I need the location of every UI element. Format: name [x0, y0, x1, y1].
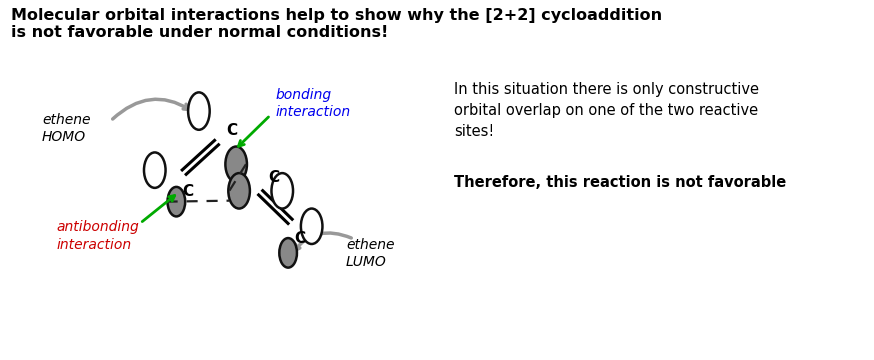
Text: C: C: [294, 231, 305, 246]
Text: ethene
LUMO: ethene LUMO: [346, 238, 394, 270]
Text: C: C: [182, 184, 193, 199]
Text: ethene
HOMO: ethene HOMO: [42, 113, 91, 144]
Ellipse shape: [168, 187, 185, 216]
Ellipse shape: [225, 147, 247, 182]
Ellipse shape: [272, 173, 293, 208]
Ellipse shape: [188, 93, 210, 130]
Text: is not favorable under normal conditions!: is not favorable under normal conditions…: [10, 26, 388, 40]
Ellipse shape: [280, 238, 297, 267]
Text: C: C: [268, 170, 280, 185]
Text: bonding
interaction: bonding interaction: [275, 87, 350, 119]
Text: C: C: [226, 123, 238, 138]
Text: In this situation there is only constructive
orbital overlap on one of the two r: In this situation there is only construc…: [454, 82, 759, 139]
Ellipse shape: [144, 152, 165, 188]
Ellipse shape: [228, 173, 250, 208]
Ellipse shape: [301, 208, 323, 244]
Text: antibonding
interaction: antibonding interaction: [57, 220, 140, 252]
Text: Molecular orbital interactions help to show why the [2+2] cycloaddition: Molecular orbital interactions help to s…: [10, 8, 662, 23]
Text: Therefore, this reaction is not favorable: Therefore, this reaction is not favorabl…: [454, 175, 786, 190]
